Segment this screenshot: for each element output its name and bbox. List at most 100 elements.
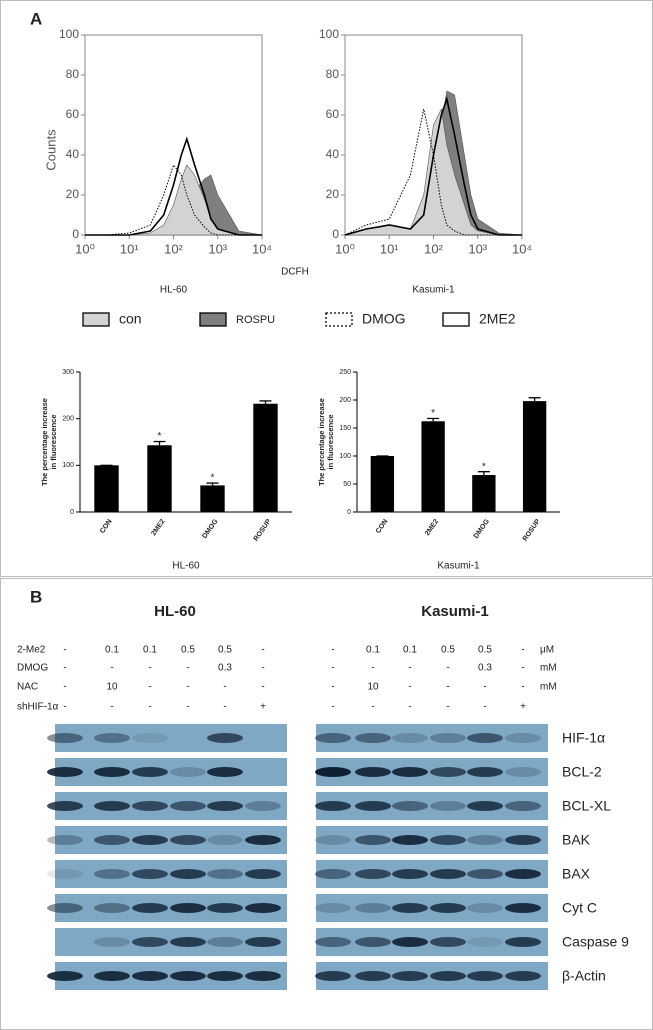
lane-value: 0.1 xyxy=(105,645,119,656)
blot-band xyxy=(47,869,83,879)
blot-band xyxy=(94,767,130,777)
blot-band xyxy=(505,971,541,981)
x-tick-label: 10⁴ xyxy=(512,241,532,256)
blot-band xyxy=(355,767,391,777)
blot-band xyxy=(132,869,168,879)
bar xyxy=(522,401,547,512)
lane-value: 10 xyxy=(106,682,118,693)
blot-band xyxy=(47,767,83,777)
blot-band xyxy=(392,801,428,811)
blot-band xyxy=(505,767,541,777)
blot-band xyxy=(47,801,83,811)
blot-band xyxy=(132,971,168,981)
lane-value: - xyxy=(446,702,449,713)
x-tick-label: CON xyxy=(99,518,114,535)
histogram-area xyxy=(85,164,262,236)
y-tick-label: 40 xyxy=(326,147,340,161)
blot-band xyxy=(355,801,391,811)
group-title: HL-60 xyxy=(154,603,196,620)
blot-band xyxy=(245,971,281,981)
caption: HL-60 xyxy=(160,285,188,296)
blot-band xyxy=(315,835,351,845)
lane-value: 10 xyxy=(367,682,379,693)
blot-band xyxy=(245,937,281,947)
blot-band xyxy=(47,971,83,981)
treatment-label: shHIF-1α xyxy=(17,702,59,713)
blot-band xyxy=(355,971,391,981)
blot-band xyxy=(467,835,503,845)
lane-value: 0.5 xyxy=(478,645,492,656)
blot-band xyxy=(315,937,351,947)
y-tick-label: 40 xyxy=(66,147,80,161)
lane-value: - xyxy=(63,682,66,693)
protein-label: BCL-2 xyxy=(562,764,602,780)
blot-band xyxy=(355,733,391,743)
blot-band xyxy=(392,869,428,879)
x-tick-label: 10² xyxy=(424,241,443,256)
lane-value: 0.5 xyxy=(218,645,232,656)
y-tick-label: 0 xyxy=(347,509,351,516)
blot-band xyxy=(207,971,243,981)
bar xyxy=(253,403,278,512)
y-tick-label: 60 xyxy=(66,107,80,121)
unit-label: μM xyxy=(540,645,554,656)
blot-band xyxy=(170,903,206,913)
protein-label: BCL-XL xyxy=(562,798,611,814)
bar xyxy=(200,485,225,512)
blot-band xyxy=(505,733,541,743)
blot-band xyxy=(207,903,243,913)
blot-band xyxy=(245,903,281,913)
lane-value: - xyxy=(148,702,151,713)
treatment-label: DMOG xyxy=(17,663,48,674)
lane-value: - xyxy=(371,663,374,674)
x-axis-label: DCFH xyxy=(281,267,309,278)
blot-band xyxy=(170,767,206,777)
bar xyxy=(147,445,172,512)
blot-band xyxy=(245,801,281,811)
x-tick-label: 2ME2 xyxy=(150,518,166,537)
blot-band xyxy=(430,869,466,879)
y-tick-label: 20 xyxy=(66,187,80,201)
blot-band xyxy=(355,869,391,879)
blot-band xyxy=(170,801,206,811)
bar xyxy=(421,421,445,512)
lane-value: - xyxy=(331,663,334,674)
lane-value: - xyxy=(408,663,411,674)
blot-band xyxy=(94,801,130,811)
y-axis-label: The percentage increase xyxy=(317,398,326,486)
legend-label: DMOG xyxy=(362,311,406,327)
lane-value: 0.5 xyxy=(441,645,455,656)
legend-swatch xyxy=(442,312,470,327)
x-tick-label: CON xyxy=(375,518,390,535)
blot-band xyxy=(355,937,391,947)
lane-value: - xyxy=(371,702,374,713)
blot-band xyxy=(132,801,168,811)
lane-value: - xyxy=(63,663,66,674)
lane-value: - xyxy=(446,682,449,693)
x-tick-label: ROSUP xyxy=(253,518,273,543)
blot-band xyxy=(467,903,503,913)
blot-band xyxy=(430,937,466,947)
lane-value: - xyxy=(148,663,151,674)
blot-band xyxy=(392,733,428,743)
protein-label: BAX xyxy=(562,866,591,882)
lane-value: - xyxy=(223,702,226,713)
blot-band xyxy=(132,903,168,913)
lane-value: - xyxy=(186,663,189,674)
histogram-line xyxy=(85,163,262,236)
legend-swatch xyxy=(199,312,227,327)
unit-label: mM xyxy=(540,663,557,674)
blot-band xyxy=(132,835,168,845)
blot-band xyxy=(467,801,503,811)
blot-band xyxy=(207,869,243,879)
y-tick-label: 100 xyxy=(319,27,339,41)
blot-band xyxy=(132,733,168,743)
x-tick-label: 10⁰ xyxy=(75,241,95,256)
panel-label: B xyxy=(30,587,42,606)
x-tick-label: 10¹ xyxy=(120,241,139,256)
blot-band xyxy=(392,971,428,981)
blot-band xyxy=(47,835,83,845)
lane-value: - xyxy=(261,645,264,656)
blot-band xyxy=(170,937,206,947)
blot-background xyxy=(55,724,287,752)
